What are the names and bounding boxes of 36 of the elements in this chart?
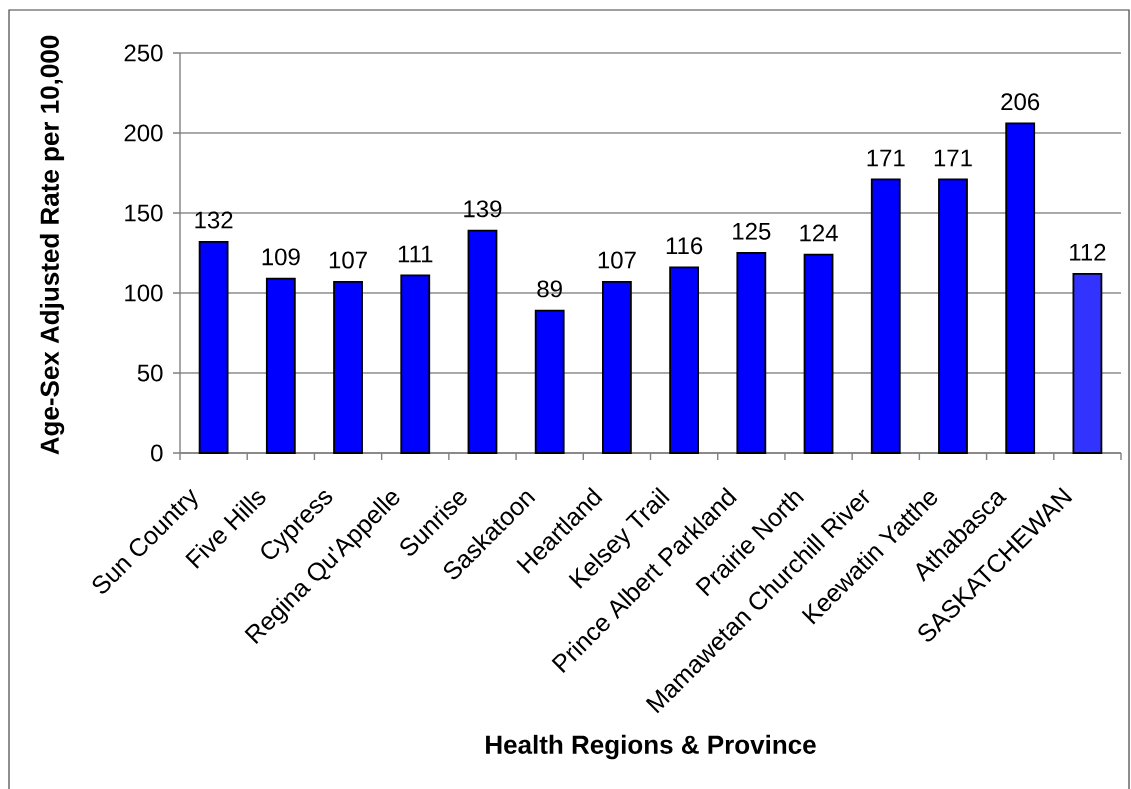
data-label: 139 bbox=[464, 200, 502, 218]
data-label: 111 bbox=[398, 245, 433, 263]
bar bbox=[198, 240, 229, 454]
data-label: 171 bbox=[934, 149, 972, 167]
data-label: 89 bbox=[537, 280, 562, 298]
data-label: 107 bbox=[329, 251, 367, 269]
bar bbox=[602, 280, 632, 454]
y-tick-label: 150 bbox=[125, 204, 163, 222]
bar bbox=[1005, 122, 1036, 454]
bar bbox=[333, 280, 363, 454]
bar bbox=[265, 277, 296, 454]
y-tick-label: 0 bbox=[151, 444, 163, 462]
bar bbox=[534, 309, 565, 454]
bar bbox=[870, 178, 901, 454]
data-label: 112 bbox=[1070, 243, 1106, 261]
y-tick-label: 50 bbox=[137, 364, 163, 382]
data-label: 124 bbox=[800, 224, 838, 242]
data-label: 107 bbox=[598, 251, 636, 269]
bar bbox=[803, 253, 834, 454]
data-label: 171 bbox=[867, 149, 905, 167]
data-label: 132 bbox=[195, 211, 233, 229]
y-tick-label: 200 bbox=[124, 124, 163, 142]
bar bbox=[669, 266, 700, 454]
data-label: 125 bbox=[733, 222, 771, 240]
y-tick-label: 100 bbox=[125, 284, 163, 302]
bar bbox=[938, 178, 968, 454]
data-label: 206 bbox=[1001, 93, 1040, 111]
data-label: 116 bbox=[666, 237, 703, 255]
bar bbox=[400, 274, 431, 454]
bar bbox=[1072, 272, 1103, 454]
x-axis-title: Health Regions & Province bbox=[486, 734, 816, 760]
y-axis-title: Age-Sex Adjusted Rate per 10,000 bbox=[39, 35, 65, 455]
bar bbox=[736, 252, 767, 454]
y-tick-label: 250 bbox=[124, 44, 163, 62]
bar bbox=[467, 229, 498, 454]
data-label: 109 bbox=[262, 248, 300, 266]
